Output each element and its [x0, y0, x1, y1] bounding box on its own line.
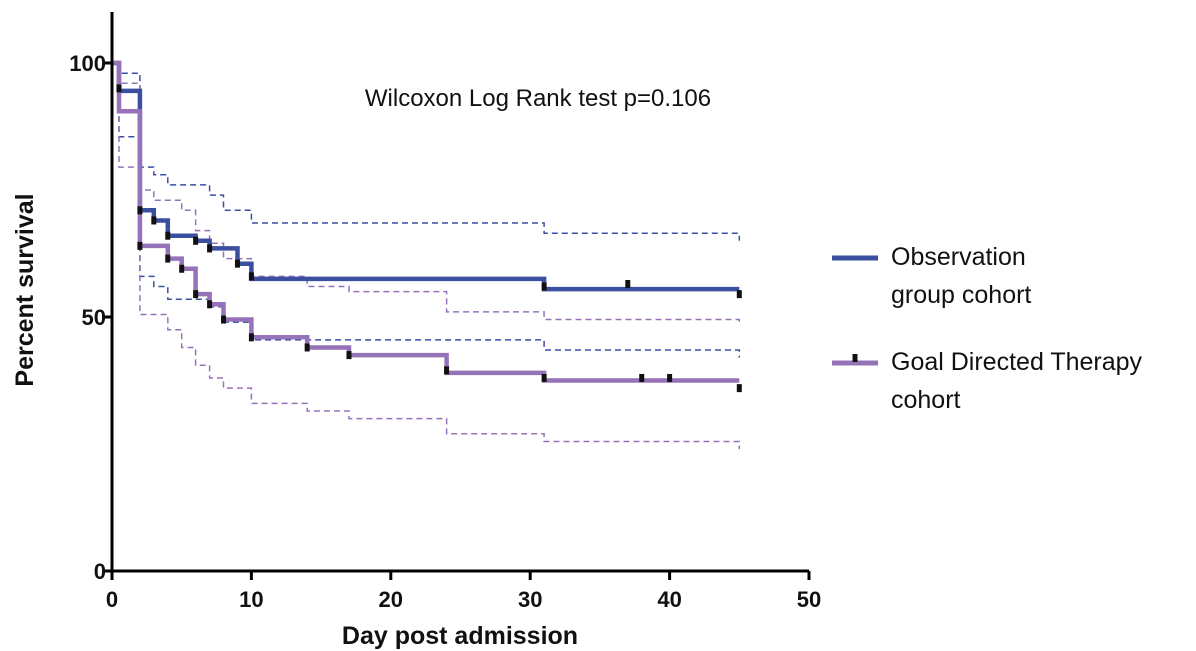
series-0-censor-mark-7	[248, 272, 254, 281]
x-tick-label-2: 20	[379, 587, 403, 612]
series-1-censor-mark-3	[193, 290, 199, 299]
series-1-censor-mark-5	[221, 315, 227, 324]
series-0-censor-mark-3	[165, 231, 171, 240]
series-1-censor-mark-8	[346, 351, 352, 360]
series-0-censor-mark-0	[116, 84, 122, 93]
tick-layer: 0 10 20 30 40 50 0 50 100	[69, 51, 821, 612]
x-axis-title: Day post admission	[342, 622, 578, 650]
x-tick-label-3: 30	[518, 587, 542, 612]
series-0-censor-mark-6	[234, 259, 240, 268]
y-tick-label-0: 0	[94, 559, 106, 584]
x-tick-label-4: 40	[657, 587, 681, 612]
legend-label-0-line-1: group cohort	[891, 281, 1031, 309]
x-tick-label-0: 0	[106, 587, 118, 612]
legend: Observation group cohort Goal Directed The…	[832, 243, 1143, 414]
series-1-censor-mark-0	[137, 241, 143, 250]
series-1-censor-mark-10	[541, 373, 547, 382]
x-tick-label-5: 50	[797, 587, 821, 612]
series-1-survival-line	[112, 60, 740, 383]
legend-censor-mark-1	[852, 354, 858, 362]
series-0-censor-mark-5	[207, 244, 213, 253]
legend-label-1-line-0: Goal Directed Therapy	[891, 348, 1143, 376]
series-0-censor-mark-4	[193, 236, 199, 245]
series-1-censor-mark-9	[444, 366, 450, 375]
series-1-censor-mark-13	[736, 384, 742, 393]
y-tick-label-2: 100	[69, 51, 106, 76]
y-tick-label-1: 50	[82, 305, 106, 330]
series-0-censor-mark-2	[151, 216, 157, 225]
legend-label-1-line-1: cohort	[891, 386, 961, 414]
series-0-censor-mark-10	[736, 290, 742, 299]
axes	[110, 12, 809, 573]
series-0-ci-upper	[112, 62, 741, 241]
confidence-band-layer	[112, 62, 741, 450]
censor-mark-layer	[116, 84, 742, 393]
series-1-censor-mark-4	[207, 300, 213, 309]
series-0-censor-mark-8	[541, 282, 547, 291]
y-axis-title: Percent survival	[11, 193, 39, 386]
series-0-censor-mark-9	[625, 279, 631, 288]
series-1-censor-mark-12	[667, 373, 673, 382]
series-1-censor-mark-2	[179, 264, 185, 273]
series-1-ci-lower	[112, 62, 741, 450]
test-annotation: Wilcoxon Log Rank test p=0.106	[365, 85, 711, 112]
legend-label-0-line-0: Observation	[891, 243, 1026, 271]
x-tick-label-1: 10	[239, 587, 263, 612]
series-1-censor-mark-11	[639, 373, 645, 382]
series-1-censor-mark-1	[165, 254, 171, 263]
series-0-censor-mark-1	[137, 206, 143, 215]
series-1-censor-mark-6	[248, 333, 254, 342]
series-1-ci-upper	[112, 62, 741, 323]
series-1-censor-mark-7	[304, 343, 310, 352]
